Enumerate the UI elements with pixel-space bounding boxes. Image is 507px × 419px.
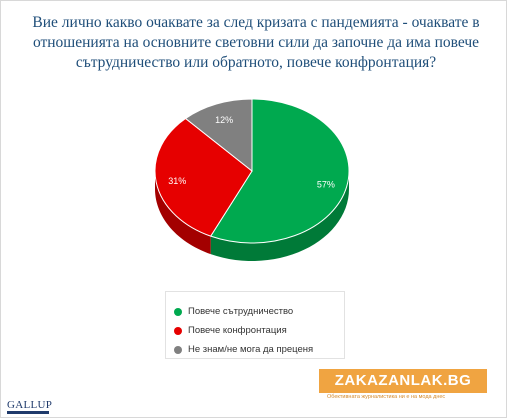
watermark-logo: ZAKAZANLAK.BG [319, 369, 487, 393]
legend-item-confrontation: Повече конфронтация [174, 321, 336, 340]
legend-item-dont-know: Не знам/не мога да преценя [174, 340, 336, 359]
watermark-subtext: Обективната журналистика ни е на мода дн… [327, 394, 446, 400]
legend-label-cooperation: Повече сътрудничество [188, 306, 294, 317]
pie-label-confrontation: 31% [168, 176, 186, 186]
pie-slice-dont-know [184, 98, 253, 173]
pie-label-dont-know: 12% [215, 115, 233, 125]
legend-dot-dont-know [174, 345, 182, 354]
pie-side-cooperation [210, 171, 349, 261]
gallup-logo-bar [7, 411, 49, 414]
legend-label-dont-know: Не знам/не мога да преценя [188, 344, 314, 355]
pie-label-cooperation: 57% [317, 179, 335, 189]
legend-dot-cooperation [174, 307, 182, 316]
pie-slice-cooperation [209, 98, 350, 244]
pie-side-confrontation [155, 171, 211, 255]
chart-title: Вие лично какво очаквате за след кризата… [32, 14, 480, 71]
gallup-logo: GALLUP [7, 399, 53, 411]
legend: Повече сътрудничество Повече конфронтаци… [165, 291, 345, 359]
legend-label-confrontation: Повече конфронтация [188, 325, 287, 336]
legend-dot-confrontation [174, 326, 182, 335]
pie-slice-confrontation [154, 117, 253, 237]
legend-item-cooperation: Повече сътрудничество [174, 302, 336, 321]
